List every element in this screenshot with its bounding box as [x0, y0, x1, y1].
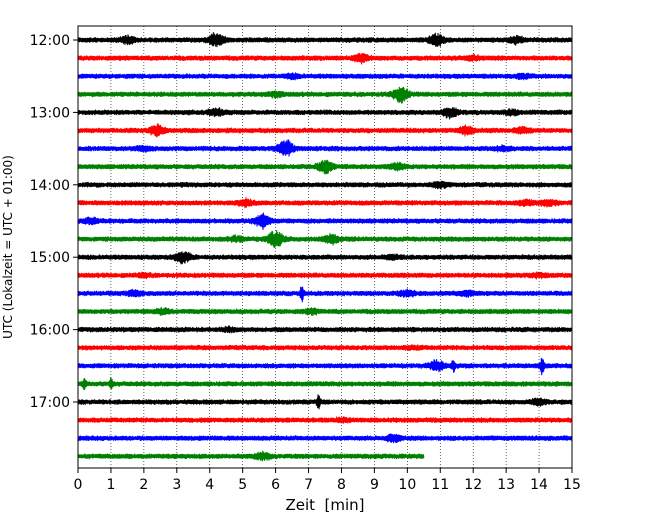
x-tick-label: 11 [431, 477, 449, 493]
seismic-trace-1215 [77, 52, 573, 65]
seismic-traces [77, 32, 573, 462]
x-axis-label: Zeit [min] [285, 496, 364, 514]
seismic-trace-1315 [77, 123, 573, 138]
seismic-trace-1445 [77, 229, 573, 248]
seismic-trace-1700 [77, 394, 573, 410]
seismic-trace-1345 [77, 159, 573, 175]
seismic-trace-1300 [77, 107, 573, 120]
x-tick-label: 8 [337, 477, 346, 493]
y-axis-label: UTC (Lokalzeit = UTC + 01:00) [1, 155, 15, 339]
seismic-trace-1545 [77, 306, 573, 317]
y-axis-ticks: 12:00 13:00 14:00 15:00 16:00 17:00 [30, 33, 78, 411]
x-tick-label: 13 [497, 477, 515, 493]
seismic-trace-1615 [77, 344, 573, 351]
seismic-trace-1600 [77, 325, 573, 334]
x-tick-label: 10 [398, 477, 416, 493]
seismic-trace-1745 [77, 450, 425, 462]
x-tick-label: 4 [205, 477, 214, 493]
seismic-trace-1415 [77, 197, 573, 209]
x-tick-label: 5 [238, 477, 247, 493]
x-axis-ticks: 0 1 2 3 4 5 6 7 8 9 10 11 12 13 14 15 [74, 468, 581, 493]
seismic-trace-1715 [77, 416, 573, 424]
y-tick-label: 16:00 [30, 323, 70, 339]
seismic-trace-1515 [77, 271, 573, 280]
x-tick-label: 12 [464, 477, 482, 493]
y-tick-label: 15:00 [30, 250, 70, 266]
plot-frame [77, 25, 573, 469]
seismic-trace-1430 [77, 212, 573, 231]
x-tick-label: 3 [172, 477, 181, 493]
seismic-trace-1400 [77, 180, 573, 190]
x-tick-label: 14 [530, 477, 548, 493]
seismic-trace-1530 [77, 286, 573, 303]
x-tick-label: 7 [304, 477, 313, 493]
y-tick-label: 14:00 [30, 178, 70, 194]
seismic-trace-1500 [77, 251, 573, 265]
seismic-trace-1245 [77, 86, 573, 104]
x-tick-label: 1 [106, 477, 115, 493]
seismic-trace-1730 [77, 433, 573, 444]
x-tick-label: 9 [370, 477, 379, 493]
seismic-trace-1200 [77, 32, 573, 48]
x-tick-label: 0 [74, 477, 83, 493]
y-tick-label: 12:00 [30, 33, 70, 49]
seismic-trace-1230 [77, 72, 573, 81]
seismic-trace-1330 [77, 139, 573, 157]
seismic-trace-1645 [77, 376, 573, 391]
seismic-trace-1630 [77, 357, 573, 376]
x-tick-label: 6 [271, 477, 280, 493]
x-tick-label: 15 [563, 477, 581, 493]
x-tick-label: 2 [139, 477, 148, 493]
y-tick-label: 13:00 [30, 105, 70, 121]
y-tick-label: 17:00 [30, 395, 70, 411]
